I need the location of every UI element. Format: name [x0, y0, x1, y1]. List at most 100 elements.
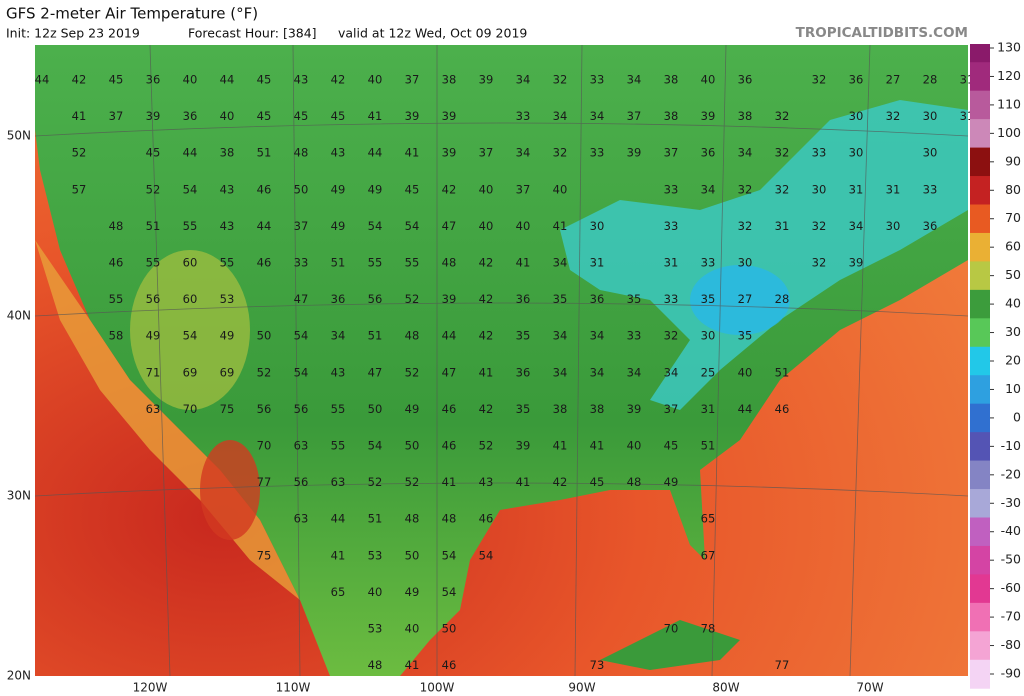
temperature-label: 52 — [72, 146, 87, 160]
temperature-label: 47 — [442, 219, 457, 233]
temperature-label: 44 — [183, 146, 198, 160]
lon-label: 70W — [856, 681, 883, 695]
temperature-label: 50 — [442, 622, 457, 636]
lon-label: 120W — [133, 681, 168, 695]
temperature-label: 54 — [183, 329, 198, 343]
temperature-label: 30 — [738, 256, 753, 270]
temperature-label: 37 — [664, 146, 679, 160]
temperature-label: 54 — [294, 365, 309, 379]
cuba — [600, 620, 740, 670]
temperature-label: 39 — [442, 146, 457, 160]
colorbar-label: 100 — [997, 125, 1021, 140]
temperature-label: 33 — [590, 146, 605, 160]
colorbar-segment — [970, 574, 990, 604]
temperature-label: 32 — [775, 146, 790, 160]
temperature-label: 49 — [664, 475, 679, 489]
colorbar-label: 20 — [1005, 353, 1021, 368]
temperature-label: 40 — [479, 219, 494, 233]
temperature-label: 34 — [553, 109, 568, 123]
temperature-label: 44 — [368, 146, 383, 160]
temperature-label: 37 — [109, 109, 124, 123]
temperature-label: 39 — [442, 292, 457, 306]
temperature-label: 46 — [442, 658, 457, 672]
temperature-label: 46 — [442, 402, 457, 416]
colorbar-label: 80 — [1005, 182, 1021, 197]
lon-label: 80W — [712, 681, 739, 695]
temperature-label: 31 — [775, 219, 790, 233]
temperature-label: 51 — [775, 365, 790, 379]
temperature-label: 33 — [923, 182, 938, 196]
temperature-label: 43 — [294, 73, 309, 87]
temperature-label: 67 — [701, 548, 716, 562]
temperature-label: 30 — [590, 219, 605, 233]
temperature-label: 34 — [590, 365, 605, 379]
temperature-label: 51 — [257, 146, 272, 160]
colorbar-label: -60 — [1001, 580, 1021, 595]
temperature-label: 51 — [368, 329, 383, 343]
temperature-label: 36 — [590, 292, 605, 306]
temperature-label: 45 — [257, 73, 272, 87]
temperature-label: 40 — [479, 182, 494, 196]
temperature-label: 43 — [220, 219, 235, 233]
temperature-label: 60 — [183, 256, 198, 270]
temperature-label: 38 — [442, 73, 457, 87]
colorbar-label: 0 — [1013, 409, 1021, 424]
temperature-label: 35 — [516, 329, 531, 343]
map — [34, 44, 969, 677]
temperature-label: 48 — [627, 475, 642, 489]
temperature-label: 37 — [664, 402, 679, 416]
temperature-label: 42 — [553, 475, 568, 489]
temperature-label: 46 — [109, 256, 124, 270]
temperature-label: 48 — [294, 146, 309, 160]
temperature-label: 35 — [701, 292, 716, 306]
temperature-label: 42 — [331, 73, 346, 87]
colorbar-segment — [970, 545, 990, 575]
temperature-label: 46 — [479, 512, 494, 526]
temperature-label: 39 — [516, 439, 531, 453]
temperature-label: 40 — [553, 182, 568, 196]
temperature-label: 55 — [183, 219, 198, 233]
temperature-label: 37 — [627, 109, 642, 123]
temperature-label: 45 — [294, 109, 309, 123]
temperature-label: 43 — [331, 365, 346, 379]
temperature-label: 75 — [257, 548, 272, 562]
lon-label: 100W — [420, 681, 455, 695]
temperature-label: 51 — [368, 512, 383, 526]
forecast-hour: Forecast Hour: [384] — [188, 26, 317, 41]
temperature-label: 46 — [257, 256, 272, 270]
temperature-label: 35 — [738, 329, 753, 343]
temperature-label: 51 — [146, 219, 161, 233]
temperature-label: 36 — [738, 73, 753, 87]
temperature-label: 34 — [331, 329, 346, 343]
temperature-label: 40 — [220, 109, 235, 123]
temperature-label: 37 — [294, 219, 309, 233]
colorbar-label: -70 — [1001, 609, 1021, 624]
temperature-label: 33 — [590, 73, 605, 87]
temperature-label: 70 — [257, 439, 272, 453]
colorbar-segment — [970, 602, 990, 632]
temperature-label: 37 — [405, 73, 420, 87]
colorbar-label: 30 — [1005, 324, 1021, 339]
colorbar-segment — [970, 631, 990, 661]
temperature-label: 49 — [146, 329, 161, 343]
temperature-label: 47 — [294, 292, 309, 306]
temperature-label: 33 — [701, 256, 716, 270]
temperature-label: 41 — [331, 548, 346, 562]
temperature-label: 43 — [479, 475, 494, 489]
temperature-label: 46 — [775, 402, 790, 416]
temperature-label: 33 — [664, 292, 679, 306]
temperature-label: 56 — [257, 402, 272, 416]
temperature-label: 54 — [442, 585, 457, 599]
temperature-label: 36 — [516, 292, 531, 306]
temperature-label: 39 — [442, 109, 457, 123]
temperature-label: 34 — [849, 219, 864, 233]
temperature-label: 55 — [368, 256, 383, 270]
temperature-label: 70 — [664, 622, 679, 636]
temperature-label: 48 — [442, 512, 457, 526]
colorbar-segment — [970, 90, 990, 120]
temperature-label: 33 — [664, 182, 679, 196]
temperature-label: 33 — [516, 109, 531, 123]
temperature-label: 48 — [442, 256, 457, 270]
colorbar-segment — [970, 489, 990, 518]
temperature-label: 75 — [220, 402, 235, 416]
